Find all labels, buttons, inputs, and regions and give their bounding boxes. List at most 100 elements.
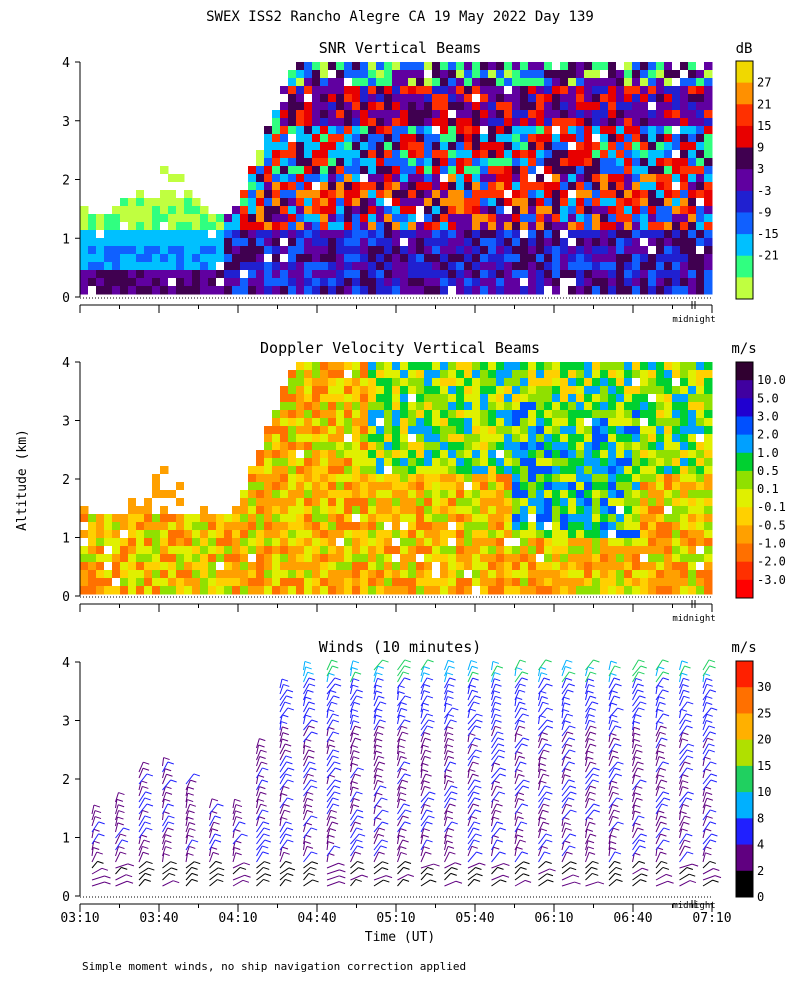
snr-cell bbox=[392, 62, 401, 71]
velocity-cell bbox=[440, 426, 449, 435]
snr-cell bbox=[592, 198, 601, 207]
snr-cell bbox=[688, 182, 697, 191]
snr-cell bbox=[392, 150, 401, 159]
snr-cell bbox=[480, 94, 489, 103]
snr-cell bbox=[560, 134, 569, 143]
snr-cell bbox=[400, 286, 409, 295]
snr-cell bbox=[544, 142, 553, 151]
velocity-cell bbox=[320, 530, 329, 539]
snr-cell bbox=[240, 222, 249, 231]
velocity-cell bbox=[536, 450, 545, 459]
snr-cell bbox=[360, 238, 369, 247]
snr-cell bbox=[136, 278, 145, 287]
velocity-cell bbox=[480, 394, 489, 403]
wind-barb-feather bbox=[333, 804, 339, 806]
velocity-cell bbox=[112, 538, 121, 547]
velocity-cell bbox=[240, 538, 249, 547]
velocity-cell bbox=[584, 530, 593, 539]
velocity-cell bbox=[376, 450, 385, 459]
velocity-cell bbox=[328, 418, 337, 427]
wind-barb bbox=[492, 875, 504, 880]
snr-cell bbox=[384, 166, 393, 175]
velocity-cell bbox=[640, 418, 649, 427]
snr-cell bbox=[448, 70, 457, 79]
wind-barb-feather bbox=[355, 822, 361, 824]
snr-cell bbox=[144, 230, 153, 239]
velocity-cell bbox=[264, 490, 273, 499]
snr-cell bbox=[352, 158, 361, 167]
velocity-cell bbox=[312, 434, 321, 443]
wind-barb-feather bbox=[525, 880, 531, 882]
snr-cell bbox=[608, 182, 617, 191]
snr-cell bbox=[456, 94, 465, 103]
colorbar-swatch bbox=[736, 169, 753, 191]
velocity-cell bbox=[328, 522, 337, 531]
snr-cell bbox=[480, 174, 489, 183]
velocity-cell bbox=[384, 562, 393, 571]
wind-barb-feather bbox=[99, 822, 105, 824]
colorbar-swatch bbox=[736, 234, 753, 256]
wind-barb-feather bbox=[148, 868, 154, 870]
velocity-cell bbox=[400, 378, 409, 387]
wind-barb-feather bbox=[427, 696, 433, 698]
velocity-cell bbox=[608, 490, 617, 499]
velocity-cell bbox=[696, 578, 705, 587]
velocity-cell bbox=[320, 586, 329, 595]
snr-cell bbox=[80, 222, 89, 231]
velocity-cell bbox=[136, 538, 145, 547]
wind-barb bbox=[445, 792, 452, 802]
velocity-cell bbox=[544, 498, 553, 507]
velocity-cell bbox=[496, 482, 505, 491]
velocity-cell bbox=[496, 578, 505, 587]
snr-cell bbox=[344, 246, 353, 255]
velocity-cell bbox=[504, 442, 513, 451]
wind-barb-feather bbox=[494, 679, 500, 681]
velocity-cell bbox=[160, 522, 169, 531]
velocity-cell bbox=[328, 578, 337, 587]
snr-cell bbox=[312, 70, 321, 79]
snr-cell bbox=[608, 190, 617, 199]
velocity-cell bbox=[624, 426, 633, 435]
snr-cell bbox=[376, 110, 385, 119]
snr-cell bbox=[376, 246, 385, 255]
velocity-cell bbox=[328, 474, 337, 483]
velocity-cell bbox=[600, 362, 609, 371]
snr-cell bbox=[544, 182, 553, 191]
velocity-cell bbox=[288, 386, 297, 395]
wind-barb-feather bbox=[305, 842, 311, 844]
velocity-cell bbox=[352, 458, 361, 467]
colorbar-swatch bbox=[736, 126, 753, 148]
snr-cell bbox=[672, 102, 681, 111]
velocity-cell bbox=[320, 386, 329, 395]
wind-barb-feather bbox=[473, 678, 479, 680]
velocity-cell bbox=[376, 490, 385, 499]
wind-barb-feather bbox=[497, 804, 503, 806]
snr-cell bbox=[464, 278, 473, 287]
velocity-cell bbox=[208, 562, 217, 571]
velocity-cell bbox=[368, 538, 377, 547]
velocity-cell bbox=[304, 394, 313, 403]
snr-cell bbox=[240, 238, 249, 247]
velocity-cell bbox=[160, 498, 169, 507]
snr-cell bbox=[584, 134, 593, 143]
snr-cell bbox=[368, 70, 377, 79]
velocity-cell bbox=[656, 530, 665, 539]
velocity-cell bbox=[136, 506, 145, 515]
snr-cell bbox=[656, 222, 665, 231]
velocity-cell bbox=[576, 362, 585, 371]
wind-barb bbox=[398, 660, 405, 670]
snr-cell bbox=[288, 110, 297, 119]
snr-cell bbox=[448, 254, 457, 263]
velocity-cell bbox=[696, 474, 705, 483]
velocity-cell bbox=[544, 402, 553, 411]
wind-barb-feather bbox=[475, 786, 481, 788]
wind-barb-feather bbox=[401, 708, 407, 710]
velocity-cell bbox=[280, 410, 289, 419]
snr-cell bbox=[360, 278, 369, 287]
snr-cell bbox=[328, 166, 337, 175]
snr-cell bbox=[328, 134, 337, 143]
velocity-cell bbox=[624, 546, 633, 555]
snr-cell bbox=[456, 246, 465, 255]
snr-cell bbox=[632, 286, 641, 295]
velocity-cell bbox=[152, 546, 161, 555]
